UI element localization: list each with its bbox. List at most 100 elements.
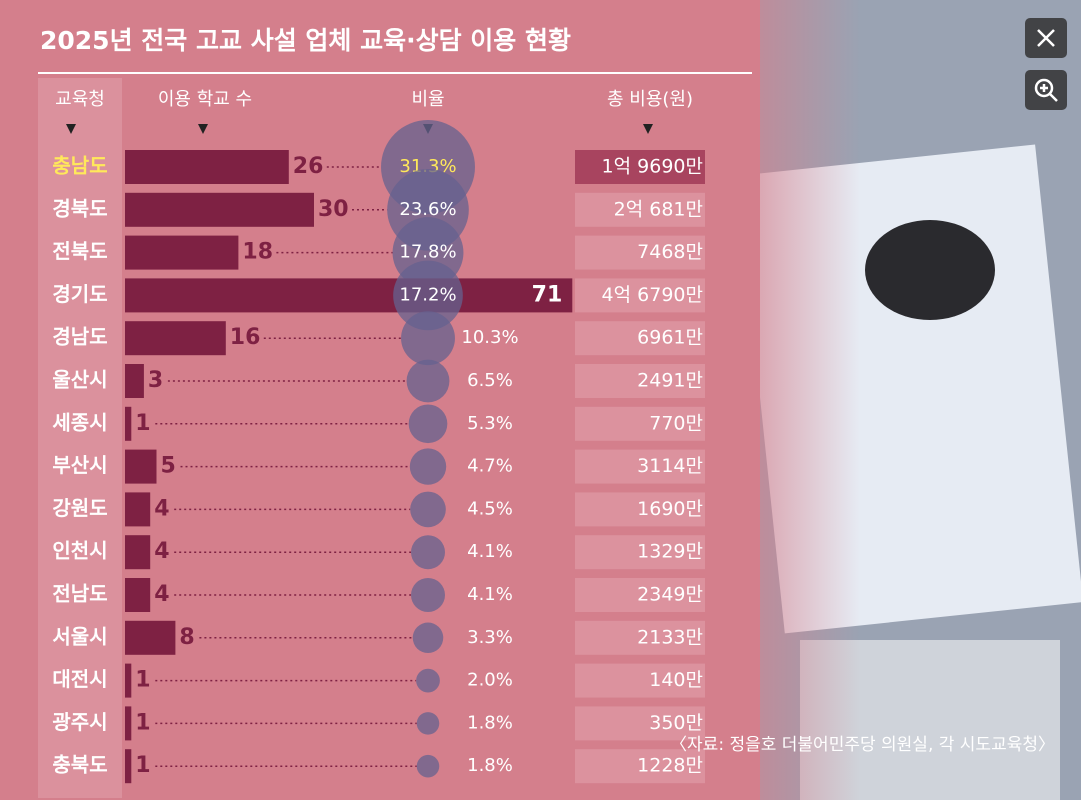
bar (125, 278, 573, 313)
category-label: 경기도 (52, 282, 107, 306)
ratio-label: 4.7% (467, 456, 513, 477)
cost-cell (575, 492, 705, 527)
cost-cell (575, 535, 705, 570)
cost-cell (575, 321, 705, 356)
cost-cell (575, 150, 705, 184)
ratio-bubble (393, 260, 463, 331)
category-label: 세종시 (52, 410, 107, 434)
arrow (643, 124, 653, 134)
cost-cell (575, 706, 705, 741)
ratio-bubble (401, 311, 455, 366)
ratio-bubble (410, 535, 446, 570)
category-label: 충남도 (52, 154, 107, 178)
bar (125, 578, 151, 612)
bar (125, 663, 132, 698)
value-label: 71 (532, 282, 563, 307)
close-icon[interactable] (1037, 29, 1055, 47)
value-label: 5 (161, 454, 176, 479)
ratio-bubble (406, 359, 450, 403)
cost-cell (575, 278, 705, 313)
ratio-label: 4.1% (467, 541, 513, 562)
cost-label: 7468만 (637, 241, 703, 263)
cost-label: 1690만 (637, 498, 703, 520)
bar (125, 449, 157, 484)
ratio-label: 17.8% (399, 242, 456, 263)
category-label: 인천시 (52, 539, 107, 563)
ratio-bubble (409, 448, 447, 485)
value-label: 26 (293, 154, 324, 179)
category-column (38, 78, 122, 798)
category-label: 울산시 (52, 368, 107, 392)
chart-title: 2025년 전국 고교 사설 업체 교육·상담 이용 현황 (40, 26, 571, 55)
category-label: 전북도 (52, 239, 107, 263)
bar (125, 192, 314, 227)
column-header: 교육청 (55, 89, 105, 110)
cost-label: 6961만 (637, 327, 703, 349)
ratio-bubble (408, 404, 448, 444)
bar (125, 406, 132, 441)
value-label: 4 (154, 539, 169, 564)
bar (125, 535, 151, 570)
cost-label: 2491만 (637, 370, 703, 392)
ratio-label: 1.8% (467, 712, 513, 733)
cost-cell (575, 578, 705, 612)
cost-label: 770만 (649, 412, 703, 434)
value-label: 8 (179, 625, 194, 650)
category-label: 전남도 (52, 582, 107, 606)
cost-label: 2133만 (637, 626, 703, 648)
photo-head (865, 220, 995, 320)
cost-cell (575, 192, 705, 227)
zoom-button[interactable] (1025, 70, 1067, 110)
value-label: 1 (135, 411, 150, 436)
value-label: 3 (148, 368, 163, 393)
value-label: 4 (154, 496, 169, 521)
ratio-bubble (410, 577, 446, 613)
source-note: 〈자료: 정을호 더불어민주당 의원실, 각 시도교육청〉 (670, 735, 1055, 755)
ratio-label: 1.8% (467, 755, 513, 776)
arrow (66, 124, 76, 134)
zoom-icon[interactable] (1034, 78, 1054, 98)
value-label: 1 (135, 753, 150, 778)
column-header: 비율 (411, 89, 444, 110)
cost-label: 1억 9690만 (602, 156, 703, 178)
value-label: 30 (318, 197, 349, 222)
cost-label: 350만 (649, 712, 703, 734)
ratio-label: 10.3% (461, 327, 518, 348)
panel-fade (700, 0, 860, 800)
ratio-bubble (412, 622, 444, 654)
cost-cell (575, 406, 705, 441)
cost-cell (575, 663, 705, 698)
ratio-label: 5.3% (467, 413, 513, 434)
cost-cell (575, 235, 705, 270)
ratio-label: 4.1% (467, 584, 513, 605)
bar (125, 620, 176, 655)
column-header: 총 비용(원) (607, 89, 693, 110)
category-label: 경남도 (52, 325, 107, 349)
cost-label: 2349만 (637, 584, 703, 606)
category-label: 충북도 (52, 753, 107, 777)
ratio-label: 4.5% (467, 498, 513, 519)
bar (125, 235, 239, 270)
cost-label: 2억 681만 (614, 198, 703, 220)
arrow (198, 124, 208, 134)
ratio-bubble (416, 668, 440, 693)
category-label: 강원도 (52, 496, 107, 520)
bar (125, 706, 132, 741)
cost-label: 140만 (649, 669, 703, 691)
value-label: 1 (135, 710, 150, 735)
column-header: 이용 학교 수 (158, 89, 252, 110)
value-label: 16 (230, 325, 261, 350)
cost-cell (575, 449, 705, 484)
cost-label: 1329만 (637, 541, 703, 563)
bar (125, 749, 132, 784)
ratio-label: 2.0% (467, 670, 513, 691)
category-label: 서울시 (52, 624, 107, 648)
cost-cell (575, 364, 705, 398)
ratio-label: 3.3% (467, 627, 513, 648)
cost-label: 1228만 (637, 755, 703, 777)
zoom-icon[interactable] (1040, 84, 1058, 102)
bar (125, 321, 226, 356)
